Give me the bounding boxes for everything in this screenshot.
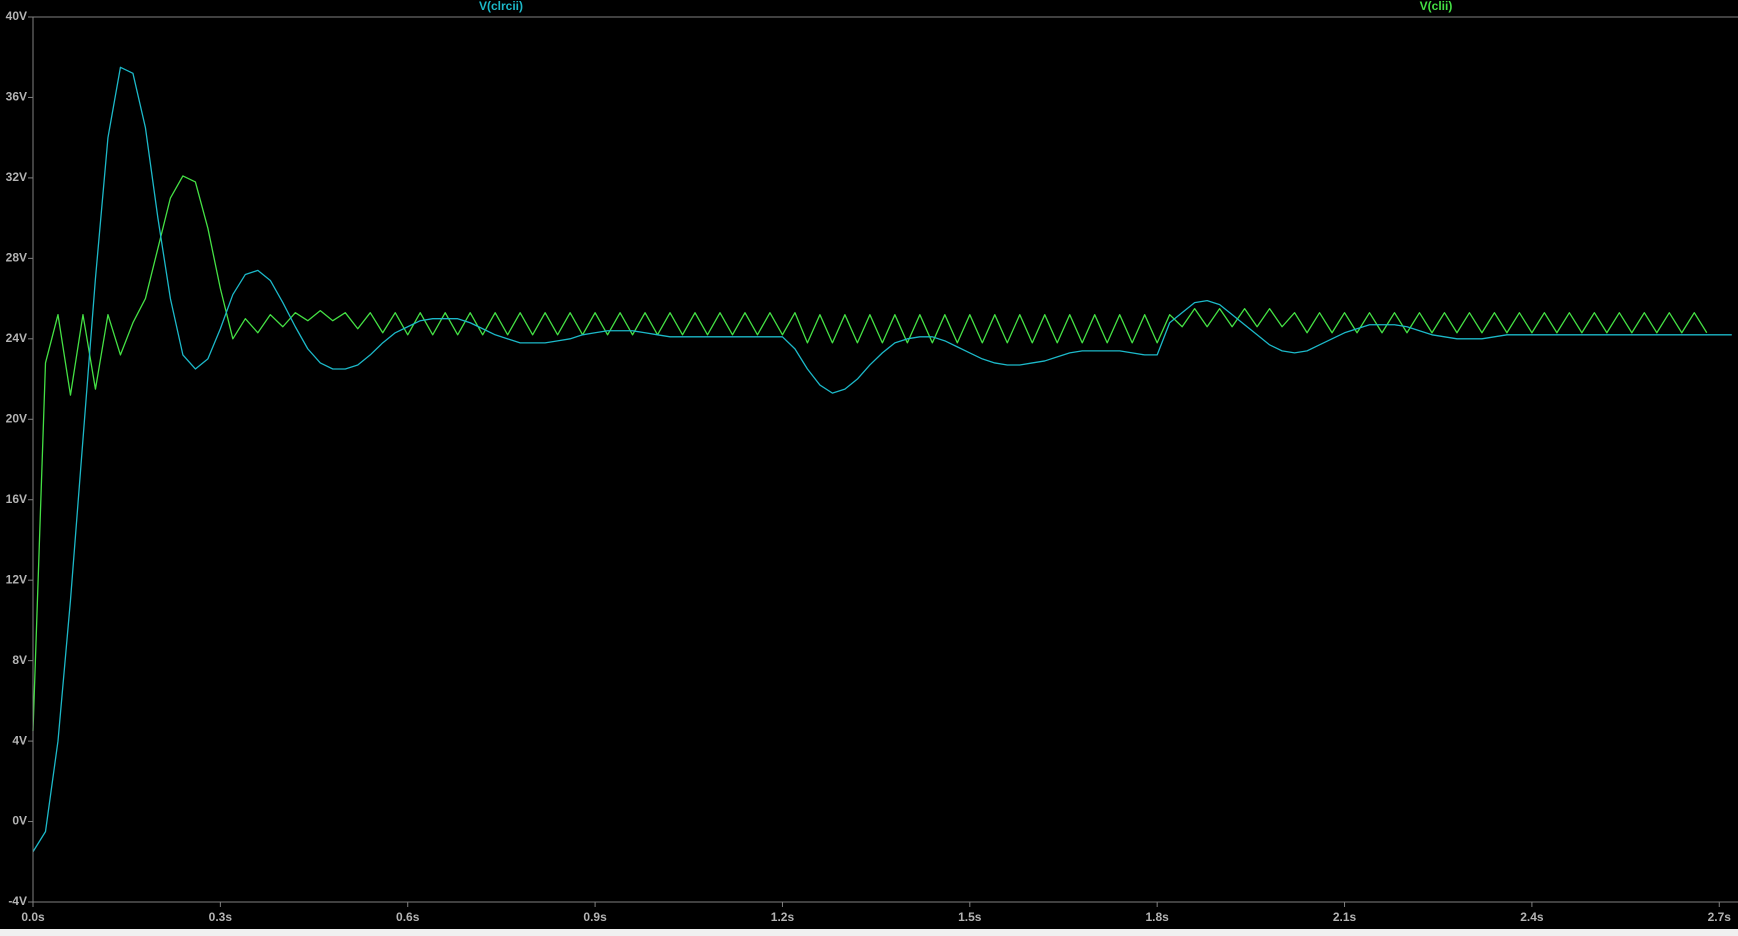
- y-tick-label: 36V: [6, 90, 27, 104]
- y-tick-label: 0V: [12, 814, 27, 828]
- y-tick-label: 16V: [6, 492, 27, 506]
- trace: [32, 175, 1708, 732]
- status-strip: [0, 929, 1738, 936]
- x-tick-label: 1.5s: [958, 910, 982, 924]
- x-tick-label: 1.8s: [1145, 910, 1169, 924]
- x-tick-label: 0.6s: [396, 910, 420, 924]
- y-tick-label: 4V: [12, 733, 27, 747]
- traces: [32, 66, 1732, 853]
- plot-frame: [32, 16, 1738, 903]
- x-tick-label: 0.0s: [21, 910, 45, 924]
- x-tick-label: 2.4s: [1520, 910, 1544, 924]
- y-tick-label: 8V: [12, 653, 27, 667]
- x-tick-label: 2.7s: [1708, 910, 1732, 924]
- x-tick-label: 0.9s: [583, 910, 607, 924]
- y-tick-label: 20V: [6, 411, 27, 425]
- y-tick-label: 28V: [6, 251, 27, 265]
- y-tick-label: 12V: [6, 572, 27, 586]
- x-tick-label: 0.3s: [209, 910, 233, 924]
- legend-entry: V(clii): [1420, 0, 1453, 13]
- x-tick-label: 1.2s: [771, 910, 795, 924]
- legend-entry: V(clrcii): [479, 0, 523, 13]
- y-tick-label: -4V: [8, 894, 27, 908]
- y-tick-label: 24V: [6, 331, 27, 345]
- y-tick-label: 32V: [6, 170, 27, 184]
- x-tick-label: 2.1s: [1333, 910, 1357, 924]
- trace: [32, 66, 1732, 853]
- y-tick-label: 40V: [6, 9, 27, 23]
